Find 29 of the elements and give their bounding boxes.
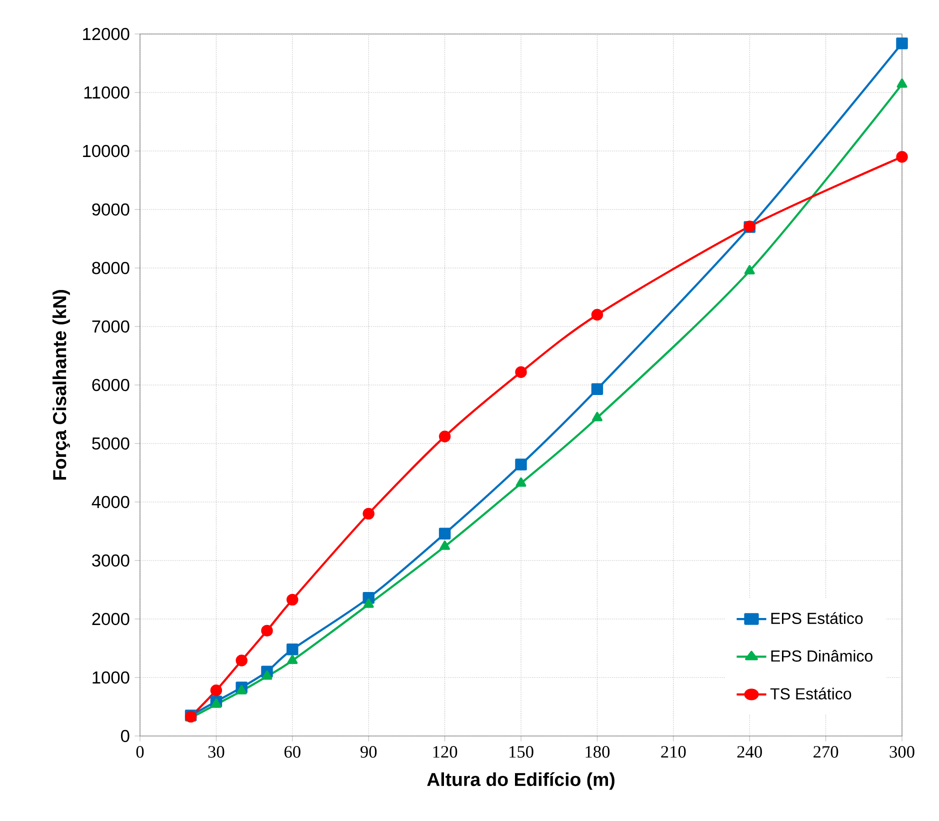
x-tick-label: 60 bbox=[284, 746, 300, 758]
x-tick-label: 300 bbox=[890, 746, 914, 758]
y-tick-label: 0 bbox=[120, 730, 130, 742]
y-tick-label: 1000 bbox=[92, 671, 130, 684]
x-tick-label: 270 bbox=[814, 746, 838, 758]
x-tick-label: 90 bbox=[360, 746, 377, 758]
x-tick-label: 150 bbox=[510, 746, 534, 758]
y-tick-label: 7000 bbox=[92, 320, 130, 333]
y-tick-label: 2000 bbox=[92, 612, 130, 626]
x-tick-label: 240 bbox=[737, 746, 762, 758]
x-tick-label: 0 bbox=[136, 746, 144, 758]
y-tick-label: 8000 bbox=[92, 262, 130, 274]
x-tick-label: 210 bbox=[661, 746, 686, 758]
legend-label: EPS Dinâmico bbox=[771, 650, 872, 662]
y-tick-label: 11000 bbox=[84, 86, 130, 99]
x-tick-label: 30 bbox=[208, 746, 224, 758]
x-tick-label: 120 bbox=[433, 746, 458, 758]
x-axis-title: Altura do Edifício (m) bbox=[427, 772, 614, 790]
y-tick-label: 6000 bbox=[92, 378, 130, 392]
y-tick-label: 5000 bbox=[92, 437, 130, 450]
y-tick-label: 3000 bbox=[92, 554, 130, 567]
legend-label: TS Estático bbox=[770, 688, 852, 700]
y-tick-label: 10000 bbox=[83, 144, 130, 158]
x-tick-label: 180 bbox=[586, 746, 610, 758]
y-tick-label: 12000 bbox=[83, 28, 130, 40]
y-tick-label: 9000 bbox=[92, 203, 130, 216]
legend-label: EPS Estático bbox=[771, 612, 863, 624]
y-axis-title: Força Cisalhante (kN) bbox=[52, 290, 70, 480]
y-tick-label: 4000 bbox=[92, 496, 130, 508]
